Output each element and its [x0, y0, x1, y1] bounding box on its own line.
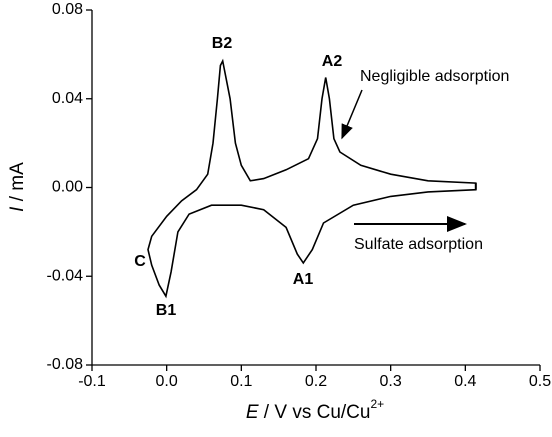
y-tick-label: 0.08	[52, 1, 83, 18]
y-axis-label: I / mA	[7, 162, 28, 212]
x-tick-label: 0.0	[156, 373, 178, 390]
x-label-sup: 2+	[370, 397, 384, 411]
annotation: B1	[156, 302, 177, 319]
annotation: B2	[212, 35, 233, 52]
x-label-unit: / V vs Cu/Cu	[259, 402, 371, 423]
annotation: A1	[293, 271, 314, 288]
y-tick-label: -0.04	[47, 267, 84, 284]
y-tick-label: 0.04	[52, 90, 83, 107]
cv-curve	[147, 58, 477, 299]
x-tick-label: 0.3	[380, 373, 402, 390]
annotation: C	[134, 253, 146, 270]
x-tick-label: 0.2	[305, 373, 327, 390]
x-tick-label: -0.1	[78, 373, 106, 390]
annotation: Sulfate adsorption	[354, 236, 483, 253]
x-label-var: E	[246, 402, 259, 423]
x-tick-label: 0.5	[529, 373, 551, 390]
x-axis-label: E / V vs Cu/Cu2+	[246, 397, 384, 423]
x-tick-label: 0.1	[230, 373, 252, 390]
annotation: Negligible adsorption	[360, 68, 509, 85]
y-label-unit: / mA	[7, 162, 28, 207]
annotation: A2	[322, 53, 343, 70]
y-label-var: I	[7, 206, 28, 212]
arrow	[341, 89, 363, 140]
x-tick-label: 0.4	[454, 373, 476, 390]
y-tick-label: 0.00	[52, 179, 83, 196]
y-tick-label: -0.08	[47, 356, 84, 373]
